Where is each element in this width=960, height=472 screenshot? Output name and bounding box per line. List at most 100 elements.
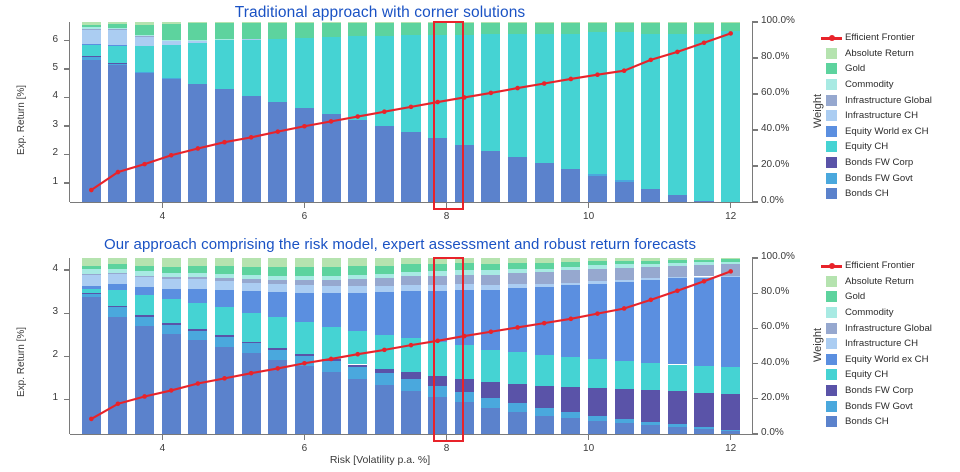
bar-segment-absolute-return (241, 22, 261, 23)
bar-segment-commodity (321, 275, 341, 280)
legend-item-efficient-frontier[interactable]: Efficient Frontier (821, 30, 932, 46)
bar-segment-infrastructure-ch (614, 280, 634, 282)
legend-item-bonds-ch[interactable]: Bonds CH (826, 186, 932, 202)
bar-segment-bonds-ch (188, 339, 208, 434)
bar-segment-equity-world-ex-ch (268, 292, 288, 317)
bar-segment-bonds-ch (321, 372, 341, 434)
bar-segment-equity-world-ex-ch (481, 289, 501, 350)
bar-segment-bonds-fw-corp (135, 315, 155, 317)
legend-item-commodity[interactable]: Commodity (826, 77, 932, 93)
bar-segment-bonds-fw-govt (241, 343, 261, 354)
y-ticklabel-right: 40.0% (761, 356, 790, 368)
legend-label: Infrastructure Global (845, 94, 932, 106)
bar-segment-bonds-ch (641, 425, 661, 434)
chart-panel-traditional: Traditional approach with corner solutio… (0, 0, 960, 232)
bar-segment-gold (108, 23, 128, 29)
plot-area-robust: 1 2 3 4 0.0% 20.0% 40.0% 60.0% 80.0% 100.0% 4 6 8 10 1… (52, 251, 794, 454)
bar-segment-infrastructure-ch (135, 36, 155, 46)
bar-segment-absolute-return (81, 22, 101, 25)
x-ticklabel: 6 (301, 211, 308, 222)
bar-segment-bonds-ch (294, 108, 314, 202)
stacked-bar (108, 258, 128, 434)
bar-segment-infrastructure-ch (401, 285, 421, 292)
bar-segment-bonds-ch (214, 346, 235, 434)
legend-label: Commodity (845, 307, 894, 319)
bar-segment-infrastructure-global (268, 280, 288, 285)
bar-segment-bonds-ch (508, 157, 528, 202)
bar-segment-infrastructure-global (81, 273, 101, 275)
bar-segment-bonds-fw-corp (694, 392, 714, 427)
bar-segment-absolute-return (667, 258, 687, 260)
legend-item-bonds-fw-govt[interactable]: Bonds FW Govt (826, 170, 932, 186)
stacked-bar (614, 21, 634, 202)
bar-segment-absolute-return (481, 258, 501, 265)
bar-segment-infrastructure-ch (161, 279, 181, 289)
efficient-frontier-marker-icon (821, 260, 842, 271)
legend-item-commodity[interactable]: Commodity (826, 305, 932, 321)
legend-item-equity-ch[interactable]: Equity CH (826, 367, 932, 383)
legend-item-infrastructure-ch[interactable]: Infrastructure CH (826, 336, 932, 352)
bar-segment-commodity (81, 269, 101, 274)
legend-item-equity-world-ex-ch[interactable]: Equity World ex CH (826, 124, 932, 140)
y-tick-right (752, 292, 758, 294)
legend-item-absolute-return[interactable]: Absolute Return (826, 46, 932, 62)
legend-item-bonds-fw-govt[interactable]: Bonds FW Govt (826, 398, 932, 414)
x-ticklabel: 8 (443, 443, 450, 454)
bar-segment-bonds-ch (694, 200, 714, 202)
legend-label: Bonds FW Govt (845, 172, 913, 184)
bar-segment-equity-world-ex-ch (81, 44, 101, 46)
y-ticklabel-left: 3 (52, 118, 58, 130)
y-axis-line-right (752, 22, 754, 202)
bar-segment-equity-ch (108, 289, 128, 306)
legend-label: Equity CH (845, 369, 889, 381)
legend-item-infrastructure-global[interactable]: Infrastructure Global (826, 320, 932, 336)
legend-swatch-icon (826, 275, 837, 287)
stacked-bar (241, 22, 261, 202)
x-tick (445, 203, 448, 209)
bar-segment-bonds-fw-govt (348, 367, 368, 379)
y-ticklabel-right: 80.0% (761, 51, 790, 62)
legend-item-gold[interactable]: Gold (826, 289, 932, 305)
legend-item-bonds-ch[interactable]: Bonds CH (826, 414, 932, 430)
y-tick-right (752, 57, 758, 59)
bar-segment-bonds-ch (481, 150, 501, 202)
legend-item-absolute-return[interactable]: Absolute Return (826, 274, 932, 290)
bar-segment-bonds-ch (454, 144, 474, 202)
bar-segment-infrastructure-global (81, 29, 101, 31)
bar-segment-infrastructure-ch (268, 284, 288, 293)
legend-swatch-icon (826, 63, 837, 75)
legend-item-equity-world-ex-ch[interactable]: Equity World ex CH (826, 352, 932, 368)
legend-swatch-icon (826, 307, 837, 319)
bar-segment-infrastructure-global (561, 270, 581, 283)
bar-segment-equity-ch (587, 359, 608, 389)
bar-segment-bonds-fw-govt (374, 373, 394, 385)
bar-segment-commodity (508, 268, 528, 273)
bar-segment-commodity (81, 26, 101, 30)
bar-segment-absolute-return (534, 258, 554, 264)
bar-segment-infrastructure-global (348, 279, 368, 287)
legend-item-equity-ch[interactable]: Equity CH (826, 139, 932, 155)
bar-segment-absolute-return (135, 258, 155, 266)
bar-segment-bonds-ch (241, 95, 261, 202)
stacked-bar (214, 22, 235, 202)
bar-segment-absolute-return (667, 21, 687, 23)
legend-item-bonds-fw-corp[interactable]: Bonds FW Corp (826, 155, 932, 171)
legend-item-efficient-frontier[interactable]: Efficient Frontier (821, 258, 932, 274)
bar-segment-infrastructure-ch (348, 286, 368, 294)
y-tick-right (752, 129, 758, 131)
bar-segment-commodity (268, 275, 288, 280)
legend-item-gold[interactable]: Gold (826, 61, 932, 77)
legend-item-infrastructure-global[interactable]: Infrastructure Global (826, 92, 932, 108)
bar-segment-bonds-ch (108, 64, 128, 202)
bar-segment-absolute-return (454, 258, 474, 264)
y-tick-left (64, 398, 70, 401)
bar-segment-commodity (454, 270, 474, 275)
bar-segment-equity-ch (667, 33, 687, 195)
legend-item-bonds-fw-corp[interactable]: Bonds FW Corp (826, 383, 932, 399)
bar-segment-gold (81, 24, 101, 27)
bar-segment-absolute-return (161, 22, 181, 25)
bar-segment-infrastructure-global (721, 264, 741, 276)
bar-segment-bonds-fw-govt (401, 379, 421, 391)
bar-segment-commodity (294, 275, 314, 280)
legend-item-infrastructure-ch[interactable]: Infrastructure CH (826, 108, 932, 124)
